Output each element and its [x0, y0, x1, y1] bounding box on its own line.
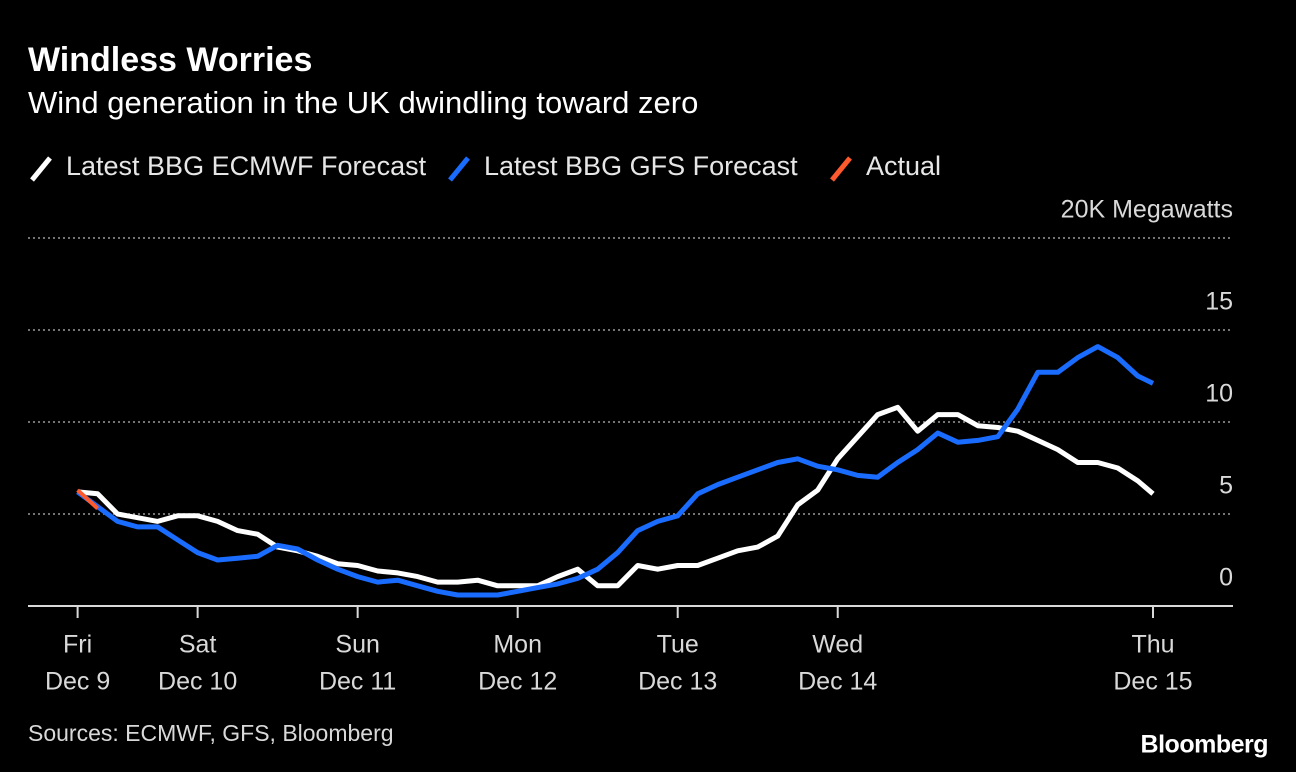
chart-title: Windless Worries — [28, 41, 312, 79]
chart-subtitle: Wind generation in the UK dwindling towa… — [28, 85, 698, 120]
series-line — [76, 344, 1155, 598]
legend-label: Actual — [866, 151, 941, 181]
legend-swatch — [830, 156, 852, 182]
legend-label: Latest BBG ECMWF Forecast — [66, 151, 427, 181]
x-tick-label: Tue — [657, 631, 699, 659]
source-note: Sources: ECMWF, GFS, Bloomberg — [28, 720, 394, 746]
series-line — [76, 488, 99, 510]
y-tick-label: 10 — [1205, 380, 1233, 408]
x-tick-label: Sun — [335, 631, 379, 659]
brand-logo: Bloomberg — [1141, 731, 1268, 759]
y-tick-label: 15 — [1205, 288, 1233, 316]
x-tick-label: Fri — [63, 631, 92, 659]
y-tick-label: 20K Megawatts — [1061, 196, 1233, 224]
legend-swatch — [30, 156, 52, 182]
x-tick-sublabel: Dec 13 — [638, 668, 717, 696]
x-tick-sublabel: Dec 12 — [478, 668, 557, 696]
x-tick-label: Thu — [1131, 631, 1174, 659]
legend-label: Latest BBG GFS Forecast — [484, 151, 798, 181]
x-tick-sublabel: Dec 15 — [1113, 668, 1192, 696]
legend-swatch — [448, 156, 470, 182]
x-tick-sublabel: Dec 11 — [319, 668, 396, 696]
x-tick-sublabel: Dec 10 — [158, 668, 237, 696]
x-tick-sublabel: Dec 14 — [798, 668, 877, 696]
x-tick-label: Wed — [812, 631, 863, 659]
y-tick-label: 0 — [1219, 564, 1233, 592]
x-tick-sublabel: Dec 9 — [45, 668, 110, 696]
x-tick-label: Sat — [179, 631, 217, 659]
x-tick-label: Mon — [493, 631, 542, 659]
series-line — [77, 404, 1155, 589]
y-tick-label: 5 — [1219, 472, 1233, 500]
